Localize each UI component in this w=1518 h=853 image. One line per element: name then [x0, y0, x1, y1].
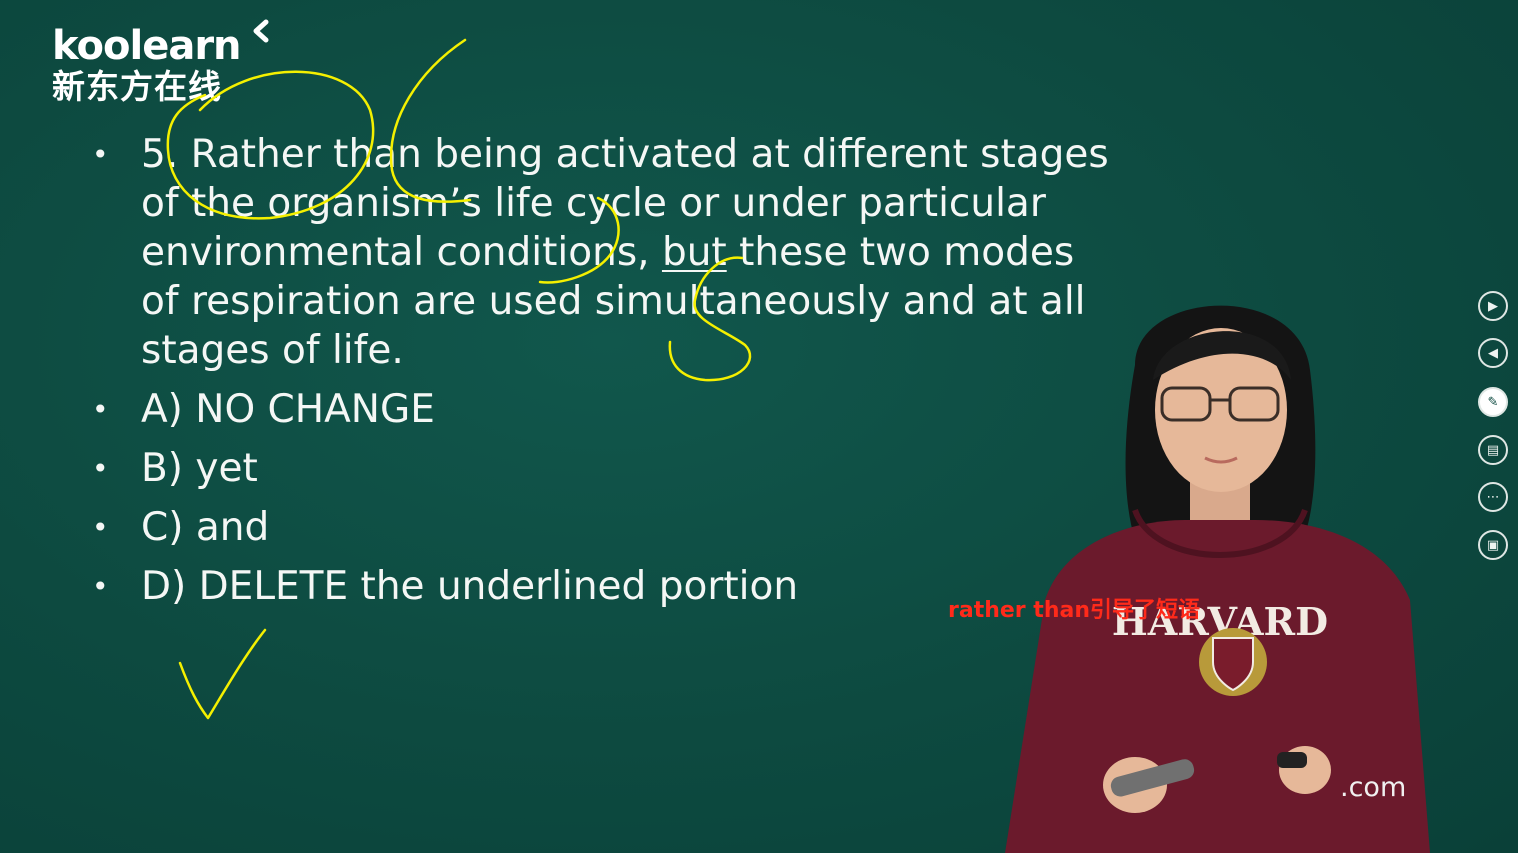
screen-share-icon[interactable]: ▣ — [1478, 530, 1508, 560]
tool-glyph: ✎ — [1487, 394, 1499, 410]
watermark-text: .com — [1340, 772, 1407, 803]
presenter-video: HARVARD — [1005, 305, 1430, 853]
koolearn-logo: koolearn 新东方在线 — [52, 19, 269, 106]
bullet: • — [92, 511, 109, 544]
bullet: • — [92, 570, 109, 603]
hoodie-hood — [1132, 508, 1308, 558]
tool-glyph: ▣ — [1486, 537, 1500, 553]
presenter-bangs — [1153, 331, 1291, 380]
slide-content: • 5. Rather than being activated at diff… — [92, 130, 1109, 611]
pen-icon[interactable]: ✎ — [1478, 387, 1508, 417]
logo-brand-en: koolearn — [52, 23, 242, 69]
option-c: • C) and — [92, 503, 1092, 552]
tool-glyph: ▤ — [1486, 442, 1500, 458]
option-b: • B) yet — [92, 444, 1092, 493]
option-label: D) DELETE the underlined portion — [141, 564, 799, 609]
question-text: environmental conditions, — [141, 230, 662, 275]
option-label: A) NO CHANGE — [141, 387, 435, 432]
option-d: • D) DELETE the underlined portion — [92, 562, 1092, 611]
question-text: these two modes — [726, 230, 1075, 275]
option-label: B) yet — [141, 446, 258, 491]
bullet: • — [92, 393, 109, 426]
bullet: • — [92, 452, 109, 485]
question-line: of respiration are used simultaneously a… — [141, 279, 1086, 324]
tool-glyph: ⋯ — [1486, 489, 1500, 505]
question-line: environmental conditions, but these two … — [141, 228, 1092, 277]
underlined-portion: but — [661, 230, 727, 275]
option-label: C) and — [141, 505, 270, 550]
slides-icon[interactable]: ▤ — [1478, 435, 1508, 465]
question-line: of the organism’s life cycle or under pa… — [141, 181, 1046, 226]
option-a: • A) NO CHANGE — [92, 385, 1092, 434]
question-line: stages of life. — [141, 328, 404, 373]
logo-brand-cn: 新东方在线 — [52, 67, 222, 106]
presenter-face — [1155, 328, 1287, 492]
presenter-mouth — [1204, 456, 1238, 464]
more-icon[interactable]: ⋯ — [1478, 482, 1508, 512]
play-next-icon[interactable]: ▶ — [1478, 291, 1508, 321]
glasses-icon — [1160, 386, 1280, 422]
bullet: • — [92, 138, 109, 171]
subtitle-caption: rather than引导了短语 — [948, 598, 1200, 623]
play-prev-icon[interactable]: ◀ — [1478, 338, 1508, 368]
question-line: 5. Rather than being activated at differ… — [141, 132, 1109, 177]
presenter-remote — [1110, 759, 1195, 797]
tool-glyph: ◀ — [1488, 345, 1498, 361]
logo-chevron-icon — [253, 19, 269, 43]
question-item: • 5. Rather than being activated at diff… — [92, 130, 1109, 375]
tool-glyph: ▶ — [1488, 298, 1498, 314]
